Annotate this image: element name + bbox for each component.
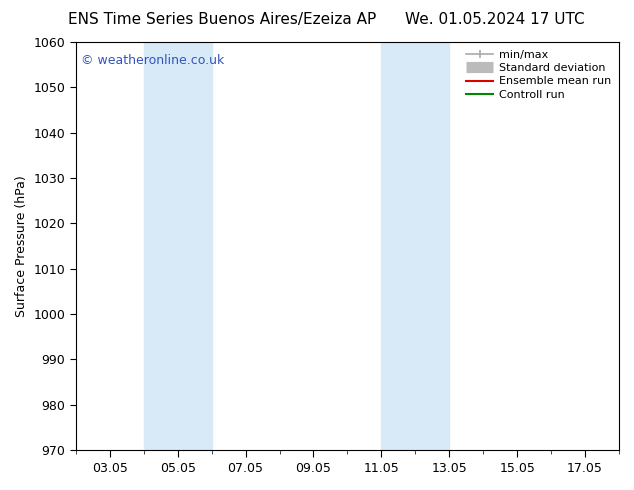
Text: ENS Time Series Buenos Aires/Ezeiza AP: ENS Time Series Buenos Aires/Ezeiza AP (68, 12, 376, 27)
Text: © weatheronline.co.uk: © weatheronline.co.uk (81, 54, 224, 67)
Bar (178, 42, 212, 450)
Bar (144, 42, 178, 450)
Legend: min/max, Standard deviation, Ensemble mean run, Controll run: min/max, Standard deviation, Ensemble me… (461, 46, 616, 104)
Bar (382, 42, 415, 450)
Bar (415, 42, 450, 450)
Y-axis label: Surface Pressure (hPa): Surface Pressure (hPa) (15, 175, 28, 317)
Text: We. 01.05.2024 17 UTC: We. 01.05.2024 17 UTC (404, 12, 585, 27)
